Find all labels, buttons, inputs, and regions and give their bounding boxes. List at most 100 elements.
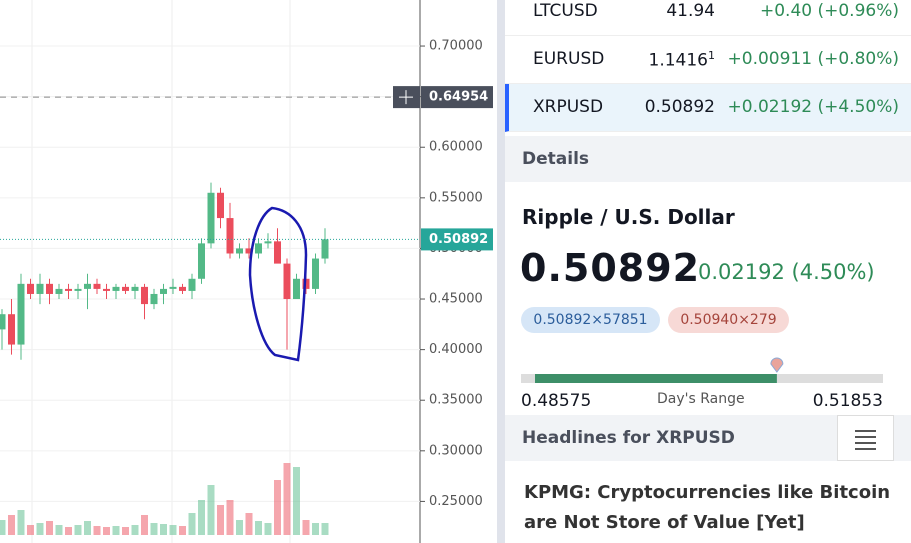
range-label: Day's Range xyxy=(657,391,745,407)
candle-body xyxy=(46,283,53,294)
candle-body xyxy=(122,286,129,291)
volume-bar xyxy=(65,527,72,535)
candle-body xyxy=(321,239,329,259)
volume-bar xyxy=(207,485,215,535)
volume-bar xyxy=(236,520,243,535)
symbol: EURUSD xyxy=(533,49,605,69)
volume-bar xyxy=(112,526,120,535)
candle-body xyxy=(274,241,281,264)
volume-bar xyxy=(321,523,329,535)
candle-body xyxy=(236,248,243,254)
candle-body xyxy=(207,192,215,244)
last-price-label: 0.50892 xyxy=(429,232,488,247)
candle-body xyxy=(217,192,224,219)
change: +0.40 (+0.96%) xyxy=(759,1,899,21)
price-change: 0.02192 (4.50%) xyxy=(698,260,875,284)
candle-body xyxy=(255,243,262,254)
range-high: 0.51853 xyxy=(812,391,883,411)
volume-bar xyxy=(141,515,148,535)
candle-body xyxy=(293,278,300,300)
separator xyxy=(497,0,505,543)
volume-bar xyxy=(74,525,82,535)
candle-body xyxy=(226,218,234,254)
candle-body xyxy=(27,283,34,294)
details-title: Details xyxy=(522,149,590,169)
candle-body xyxy=(74,288,82,291)
crosshair-badge xyxy=(421,86,493,109)
ask: 0.50940×279 xyxy=(668,307,789,333)
last-price-badge xyxy=(421,228,493,251)
volume-bar xyxy=(217,505,224,535)
watchlist-row[interactable]: LTCUSD 41.94 +0.40 (+0.96%) xyxy=(505,0,911,36)
volume-bar xyxy=(46,521,53,535)
volume-bar xyxy=(27,525,34,535)
y-tick-label: 0.60000 xyxy=(429,140,483,155)
list-button[interactable] xyxy=(837,415,894,461)
volume-bar xyxy=(293,467,300,535)
y-tick-label: 0.35000 xyxy=(429,393,483,408)
y-tick-label: 0.25000 xyxy=(429,494,483,509)
price-fraction: 1 xyxy=(708,49,715,62)
candle-body xyxy=(150,293,158,305)
candle-body xyxy=(8,314,15,345)
volume-bar xyxy=(17,510,25,535)
candle-body xyxy=(112,286,120,291)
candle-body xyxy=(160,288,167,294)
plot-area xyxy=(0,0,420,543)
symbol: LTCUSD xyxy=(533,1,598,21)
volume-bar xyxy=(84,521,91,535)
candle-body xyxy=(198,243,205,279)
volume-bar xyxy=(312,523,319,535)
candle-body xyxy=(55,288,63,294)
volume-bar xyxy=(226,500,234,535)
volume-bar xyxy=(122,527,129,535)
headlines-title: Headlines for XRPUSD xyxy=(522,428,735,448)
bid: 0.50892×57851 xyxy=(521,307,660,333)
crosshair-plus xyxy=(399,90,413,105)
headlines-header: Headlines for XRPUSD xyxy=(505,415,911,461)
list-icon xyxy=(855,430,876,450)
candle-body xyxy=(264,241,272,244)
volume-bar xyxy=(245,513,253,535)
candle-body xyxy=(84,283,91,289)
volume-bar xyxy=(8,515,15,535)
day-range xyxy=(521,357,883,383)
candle-body xyxy=(179,286,186,291)
headline[interactable]: KPMG: Cryptocurrencies like Bitcoin are … xyxy=(524,482,891,533)
watchlist-row-selected[interactable]: XRPUSD 0.50892 +0.02192 (+4.50%) xyxy=(505,84,911,132)
volume-bar xyxy=(255,521,262,535)
candle-body xyxy=(17,283,25,345)
volume-bar xyxy=(103,527,110,535)
y-tick-label: 0.70000 xyxy=(429,39,483,54)
price: 1.14161 xyxy=(649,49,715,71)
candle-body xyxy=(103,288,110,291)
candle-body xyxy=(283,263,291,300)
volume-bar xyxy=(264,523,272,535)
symbol: XRPUSD xyxy=(533,97,604,117)
volume-bar xyxy=(198,500,205,535)
volume-bar xyxy=(302,520,310,535)
watchlist-row[interactable]: EURUSD 1.14161 +0.00911 (+0.80%) xyxy=(505,36,911,84)
volume-bar xyxy=(55,525,63,535)
volume-bar xyxy=(283,463,291,535)
candle-body xyxy=(312,258,319,289)
crosshair-label: 0.64954 xyxy=(429,90,488,105)
range-low: 0.48575 xyxy=(521,391,592,411)
candle-body xyxy=(245,248,253,254)
volume-bar xyxy=(188,513,196,535)
y-tick-label: 0.55000 xyxy=(429,190,483,205)
volume-bar xyxy=(150,523,158,535)
volume-bar xyxy=(93,526,101,535)
candle-body xyxy=(188,278,196,291)
candle-body xyxy=(169,286,177,289)
volume-bar xyxy=(0,520,6,535)
volume-bar xyxy=(36,523,44,535)
candle-body xyxy=(65,288,72,291)
details-header: Details xyxy=(505,136,911,182)
y-tick-label: 0.30000 xyxy=(429,443,483,458)
last-price: 0.50892 xyxy=(520,246,701,290)
price: 41.94 xyxy=(666,1,715,21)
price-chart: 0.700000.650000.600000.550000.500000.450… xyxy=(0,0,493,543)
volume-bar xyxy=(179,526,186,535)
volume-bar xyxy=(131,525,139,535)
